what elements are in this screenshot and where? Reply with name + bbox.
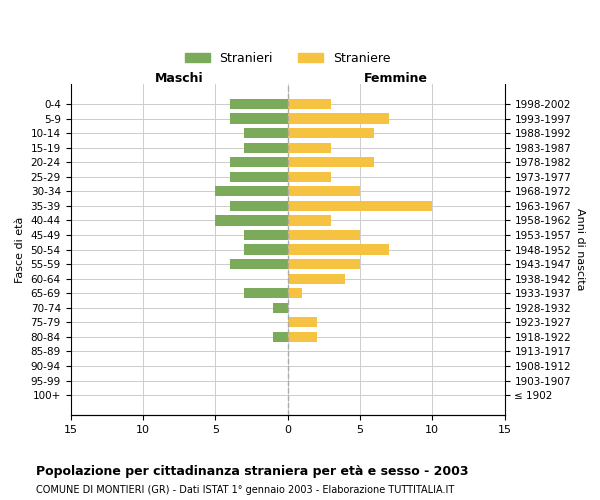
Text: Popolazione per cittadinanza straniera per età e sesso - 2003: Popolazione per cittadinanza straniera p… [36, 465, 469, 478]
Bar [230, 172, 287, 182]
Bar [287, 128, 374, 138]
Bar [287, 142, 331, 152]
Y-axis label: Fasce di età: Fasce di età [15, 216, 25, 282]
Y-axis label: Anni di nascita: Anni di nascita [575, 208, 585, 291]
Text: Maschi: Maschi [155, 72, 203, 85]
Bar [287, 244, 389, 254]
Bar [230, 259, 287, 269]
Bar [287, 114, 389, 124]
Legend: Stranieri, Straniere: Stranieri, Straniere [179, 47, 395, 70]
Bar [287, 259, 360, 269]
Bar [287, 186, 360, 196]
Bar [287, 332, 317, 342]
Bar [230, 114, 287, 124]
Bar [244, 128, 287, 138]
Bar [215, 186, 287, 196]
Bar [230, 99, 287, 109]
Bar [215, 216, 287, 226]
Bar [287, 172, 331, 182]
Bar [287, 201, 432, 211]
Bar [230, 201, 287, 211]
Text: Femmine: Femmine [364, 72, 428, 85]
Bar [230, 157, 287, 168]
Bar [287, 230, 360, 240]
Bar [273, 302, 287, 313]
Bar [287, 216, 331, 226]
Bar [287, 157, 374, 168]
Bar [287, 274, 346, 283]
Bar [244, 142, 287, 152]
Bar [287, 288, 302, 298]
Bar [287, 317, 317, 328]
Bar [244, 288, 287, 298]
Bar [287, 99, 331, 109]
Bar [244, 244, 287, 254]
Text: COMUNE DI MONTIERI (GR) - Dati ISTAT 1° gennaio 2003 - Elaborazione TUTTITALIA.I: COMUNE DI MONTIERI (GR) - Dati ISTAT 1° … [36, 485, 454, 495]
Bar [244, 230, 287, 240]
Bar [273, 332, 287, 342]
